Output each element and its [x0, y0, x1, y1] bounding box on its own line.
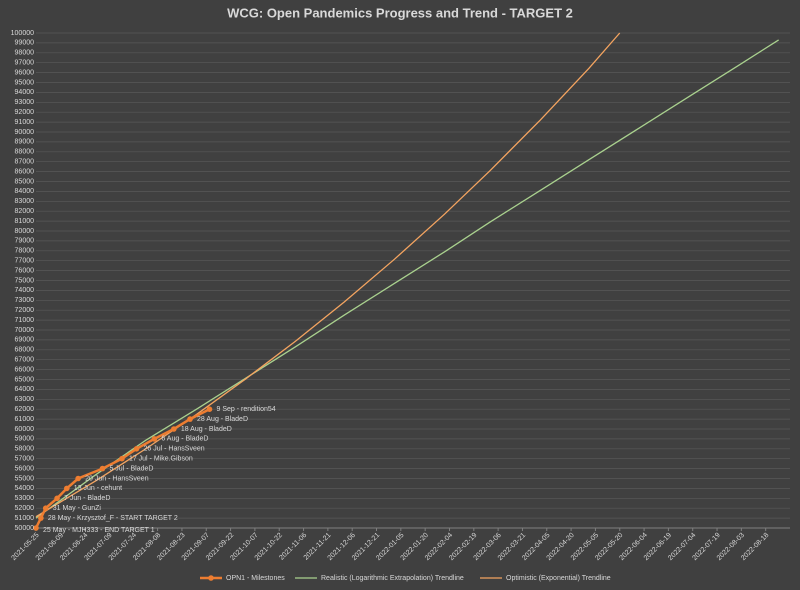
- milestone-marker: [151, 436, 158, 442]
- series-line: [35, 39, 779, 519]
- y-tick-label: 65000: [15, 376, 35, 383]
- milestone-label: 20 Jun - HansSveen: [85, 475, 149, 482]
- legend-item: OPN1 - Milestones: [200, 575, 285, 582]
- y-tick-label: 81000: [15, 218, 35, 225]
- milestone-marker: [206, 406, 213, 413]
- milestone-label: 9 Sep - rendition54: [217, 406, 276, 413]
- y-tick-label: 95000: [15, 79, 35, 86]
- y-tick-label: 93000: [15, 99, 35, 106]
- y-tick-label: 63000: [15, 396, 35, 403]
- y-tick-label: 84000: [15, 188, 35, 195]
- y-tick-label: 58000: [15, 446, 35, 453]
- milestone-marker: [119, 455, 125, 462]
- y-tick-label: 53000: [15, 495, 35, 502]
- y-tick-label: 97000: [15, 60, 35, 67]
- y-tick-label: 70000: [15, 327, 35, 334]
- legend-label: OPN1 - Milestones: [226, 575, 285, 582]
- y-tick-label: 56000: [15, 465, 35, 472]
- y-tick-label: 100000: [11, 30, 34, 37]
- milestone-marker: [171, 426, 177, 432]
- legend-label: Realistic (Logarithmic Extrapolation) Tr…: [321, 575, 464, 582]
- y-tick-label: 69000: [15, 337, 35, 344]
- y-tick-label: 98000: [15, 50, 35, 57]
- y-tick-label: 79000: [15, 238, 35, 245]
- legend-item: Optimistic (Exponential) Trendline: [480, 575, 611, 582]
- milestone-label: 28 Aug - BladeD: [197, 416, 248, 423]
- y-tick-label: 71000: [15, 317, 35, 324]
- y-tick-label: 67000: [15, 357, 35, 364]
- y-tick-label: 64000: [15, 386, 35, 393]
- y-tick-label: 87000: [15, 159, 35, 166]
- y-tick-label: 86000: [15, 168, 35, 175]
- milestone-label: 13 Jun - cehunt: [74, 485, 122, 492]
- chart-title: WCG: Open Pandemics Progress and Trend -…: [227, 5, 573, 20]
- y-tick-label: 72000: [15, 307, 35, 314]
- y-tick-label: 82000: [15, 208, 35, 215]
- y-tick-label: 78000: [15, 248, 35, 255]
- milestone-label: 6 Aug - BladeD: [161, 436, 208, 443]
- y-tick-label: 76000: [15, 267, 35, 274]
- milestone-marker: [33, 525, 39, 531]
- y-tick-label: 89000: [15, 139, 35, 146]
- y-tick-label: 66000: [15, 366, 35, 373]
- series-layer: 25 May - MJH333 - END TARGET 1 28 May - K…: [33, 32, 779, 534]
- y-tick-label: 75000: [15, 277, 35, 284]
- milestone-label: 17 Jul - Mike.Gibson: [129, 456, 193, 463]
- milestone-marker: [42, 505, 49, 512]
- milestone-label: 5 Jul - BladeD: [109, 465, 153, 472]
- y-tick-label: 74000: [15, 287, 35, 294]
- y-tick-label: 94000: [15, 89, 35, 96]
- y-tick-label: 85000: [15, 178, 35, 185]
- milestone-marker: [75, 475, 81, 482]
- grid-layer: [35, 32, 790, 531]
- milestone-label: 18 Aug - BladeD: [181, 426, 232, 433]
- y-tick-label: 52000: [15, 505, 35, 512]
- y-tick-label: 91000: [15, 119, 35, 126]
- y-tick-label: 92000: [15, 109, 35, 116]
- y-tick-label: 51000: [15, 515, 35, 522]
- y-tick-label: 54000: [15, 485, 35, 492]
- y-tick-label: 83000: [15, 198, 35, 205]
- y-tick-label: 59000: [15, 436, 35, 443]
- y-tick-label: 68000: [15, 347, 35, 354]
- y-tick-label: 55000: [15, 475, 35, 482]
- y-tick-label: 90000: [15, 129, 35, 136]
- legend-item: Realistic (Logarithmic Extrapolation) Tr…: [295, 575, 464, 582]
- y-tick-label: 57000: [15, 456, 35, 463]
- milestone-label: 28 May - Krzysztof_F - START TARGET 2: [48, 515, 178, 522]
- milestone-label: 26 Jul - HansSveen: [144, 446, 205, 453]
- y-tick-label: 62000: [15, 406, 35, 413]
- milestone-label: 7 Jun - BladeD: [64, 495, 110, 502]
- milestone-marker: [38, 515, 44, 521]
- milestone-marker: [187, 416, 193, 422]
- milestone-marker: [133, 446, 140, 452]
- milestone-label: 25 May - MJH333 - END TARGET 1: [43, 527, 155, 534]
- legend-marker: [208, 575, 214, 581]
- milestone-marker: [99, 465, 106, 472]
- y-tick-label: 77000: [15, 258, 35, 265]
- milestone-marker: [64, 485, 70, 492]
- y-tick-label: 60000: [15, 426, 35, 433]
- y-tick-label: 99000: [15, 40, 35, 47]
- y-tick-label: 61000: [15, 416, 35, 423]
- milestone-label: 31 May - GunZi: [53, 505, 102, 512]
- legend-label: Optimistic (Exponential) Trendline: [506, 575, 611, 582]
- y-tick-label: 88000: [15, 149, 35, 156]
- milestone-marker: [54, 495, 60, 502]
- y-tick-label: 73000: [15, 297, 35, 304]
- series-line: [35, 32, 621, 518]
- y-tick-label: 50000: [15, 525, 35, 532]
- y-tick-label: 96000: [15, 69, 35, 76]
- y-tick-label: 80000: [15, 228, 35, 235]
